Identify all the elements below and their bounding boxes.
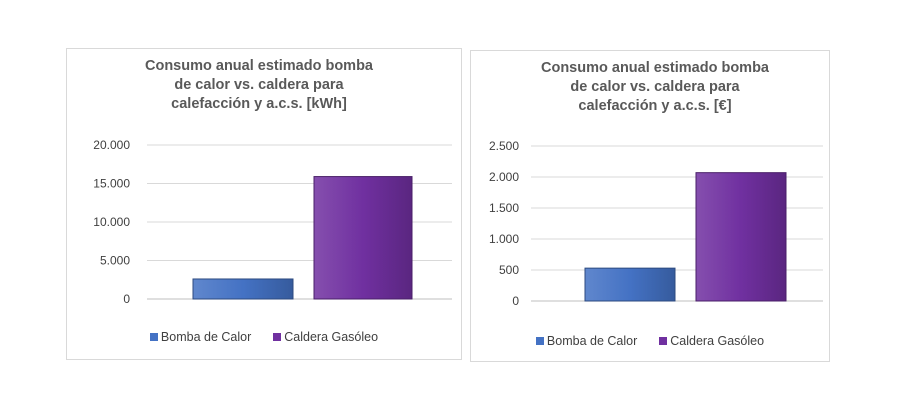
bar-caldera-gasoleo xyxy=(313,176,413,300)
legend-item-bomba: Bomba de Calor xyxy=(149,330,252,344)
chart-title-line: calefacción y a.c.s. [kWh] xyxy=(171,96,347,112)
chart-title: Consumo anual estimado bomba de calor vs… xyxy=(67,57,461,114)
y-tick-label: 1.000 xyxy=(489,232,519,246)
chart-panel-kwh: Consumo anual estimado bomba de calor vs… xyxy=(66,48,462,360)
bar-bomba-de-calor xyxy=(192,278,294,300)
y-tick-label: 15.000 xyxy=(93,177,130,191)
y-tick-label: 500 xyxy=(499,263,519,277)
legend-swatch xyxy=(149,333,158,341)
chart-title-line: de calor vs. caldera para xyxy=(570,79,740,95)
legend: Bomba de Calor Caldera Gasóleo xyxy=(67,330,461,344)
legend-item-bomba: Bomba de Calor xyxy=(535,334,638,348)
legend-item-caldera: Caldera Gasóleo xyxy=(273,330,378,344)
legend-swatch xyxy=(659,337,668,345)
chart-title-line: calefacción y a.c.s. [€] xyxy=(578,98,732,114)
chart-panel-eur: Consumo anual estimado bomba de calor vs… xyxy=(470,50,830,362)
y-tick-label: 0 xyxy=(512,294,519,308)
y-tick-label: 20.000 xyxy=(93,138,130,152)
bar-bomba-de-calor xyxy=(584,267,676,302)
y-tick-label: 10.000 xyxy=(93,215,130,229)
chart-title-line: Consumo anual estimado bomba xyxy=(145,58,373,74)
legend-label: Bomba de Calor xyxy=(546,334,638,348)
y-tick-label: 1.500 xyxy=(489,201,519,215)
y-tick-label: 0 xyxy=(123,292,130,306)
chart-title-line: de calor vs. caldera para xyxy=(174,77,344,93)
chart-title: Consumo anual estimado bomba de calor vs… xyxy=(471,59,829,116)
plot-area: 0 500 1.000 1.500 2.000 2.500 xyxy=(489,139,823,308)
bar-caldera-gasoleo xyxy=(695,172,787,302)
chart-title-line: Consumo anual estimado bomba xyxy=(541,60,769,76)
legend-item-caldera: Caldera Gasóleo xyxy=(659,334,764,348)
legend-swatch xyxy=(273,333,282,341)
plot-area: 0 5.000 10.000 15.000 20.000 xyxy=(93,138,452,306)
legend-label: Caldera Gasóleo xyxy=(284,330,379,344)
legend-swatch xyxy=(535,337,544,345)
legend-label: Caldera Gasóleo xyxy=(670,334,765,348)
legend-label: Bomba de Calor xyxy=(160,330,252,344)
legend: Bomba de Calor Caldera Gasóleo xyxy=(471,334,829,348)
y-tick-label: 2.500 xyxy=(489,139,519,153)
y-tick-label: 2.000 xyxy=(489,170,519,184)
y-tick-label: 5.000 xyxy=(100,254,130,268)
